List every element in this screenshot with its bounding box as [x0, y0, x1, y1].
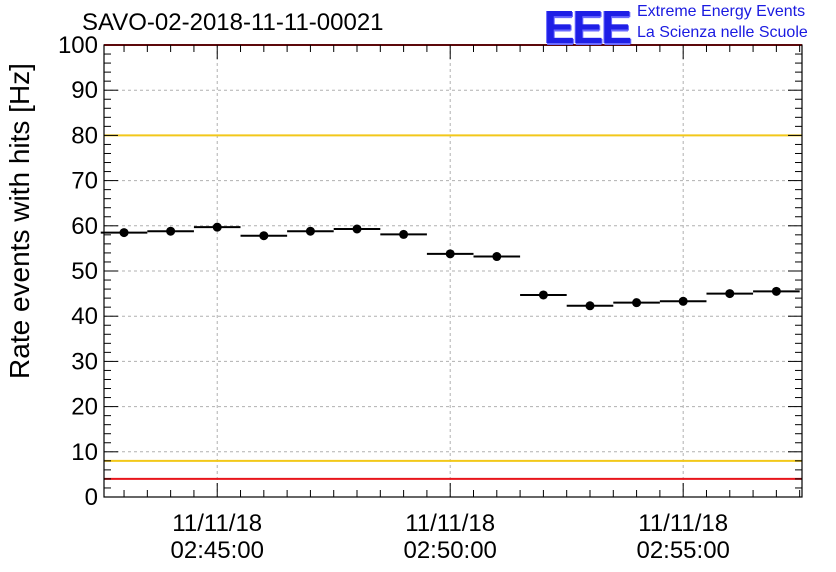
reference-lines	[104, 44, 802, 480]
axis-ticks	[104, 44, 802, 498]
x-tick-date: 11/11/18	[172, 510, 262, 537]
data-point	[492, 252, 502, 262]
y-axis-label: Rate events with hits [Hz]	[4, 63, 35, 379]
eee-logo: EEE	[544, 1, 632, 53]
logo-line-2: La Scienza nelle Scuole	[637, 24, 808, 41]
x-tick-time: 02:50:00	[403, 537, 496, 564]
y-tick-labels: 0 10 20 30 40 50 60 70 80 90 100	[58, 32, 98, 511]
data-point	[119, 228, 129, 238]
data-point	[678, 296, 688, 306]
y-tick-label: 50	[71, 258, 98, 285]
x-tick-date: 11/11/18	[405, 510, 495, 537]
y-tick-label: 30	[71, 348, 98, 375]
data-point	[166, 226, 176, 236]
y-tick-label: 100	[58, 32, 98, 59]
data-points	[100, 222, 800, 311]
data-point	[771, 286, 781, 296]
y-tick-label: 40	[71, 303, 98, 330]
data-point	[445, 249, 455, 259]
data-point	[585, 301, 595, 311]
y-tick-label: 90	[71, 77, 98, 104]
data-point	[538, 290, 548, 300]
grid-lines	[104, 45, 802, 497]
data-point	[259, 231, 269, 241]
data-point	[399, 229, 409, 239]
chart-title: SAVO-02-2018-11-11-00021	[82, 9, 384, 36]
y-tick-label: 0	[85, 484, 98, 511]
y-tick-label: 10	[71, 439, 98, 466]
data-point	[725, 289, 735, 299]
logo-line-1: Extreme Energy Events	[637, 3, 806, 20]
x-tick-time: 02:45:00	[171, 537, 264, 564]
data-point	[305, 226, 315, 236]
x-tick-date: 11/11/18	[638, 510, 728, 537]
y-tick-label: 60	[71, 213, 98, 240]
y-tick-label: 80	[71, 122, 98, 149]
data-point	[212, 222, 222, 232]
y-tick-label: 20	[71, 394, 98, 421]
data-point	[632, 298, 642, 308]
data-point	[352, 224, 362, 234]
x-tick-labels: 11/11/1802:45:0011/11/1802:50:0011/11/18…	[171, 510, 730, 564]
x-tick-time: 02:55:00	[636, 537, 729, 564]
y-tick-label: 70	[71, 168, 98, 195]
